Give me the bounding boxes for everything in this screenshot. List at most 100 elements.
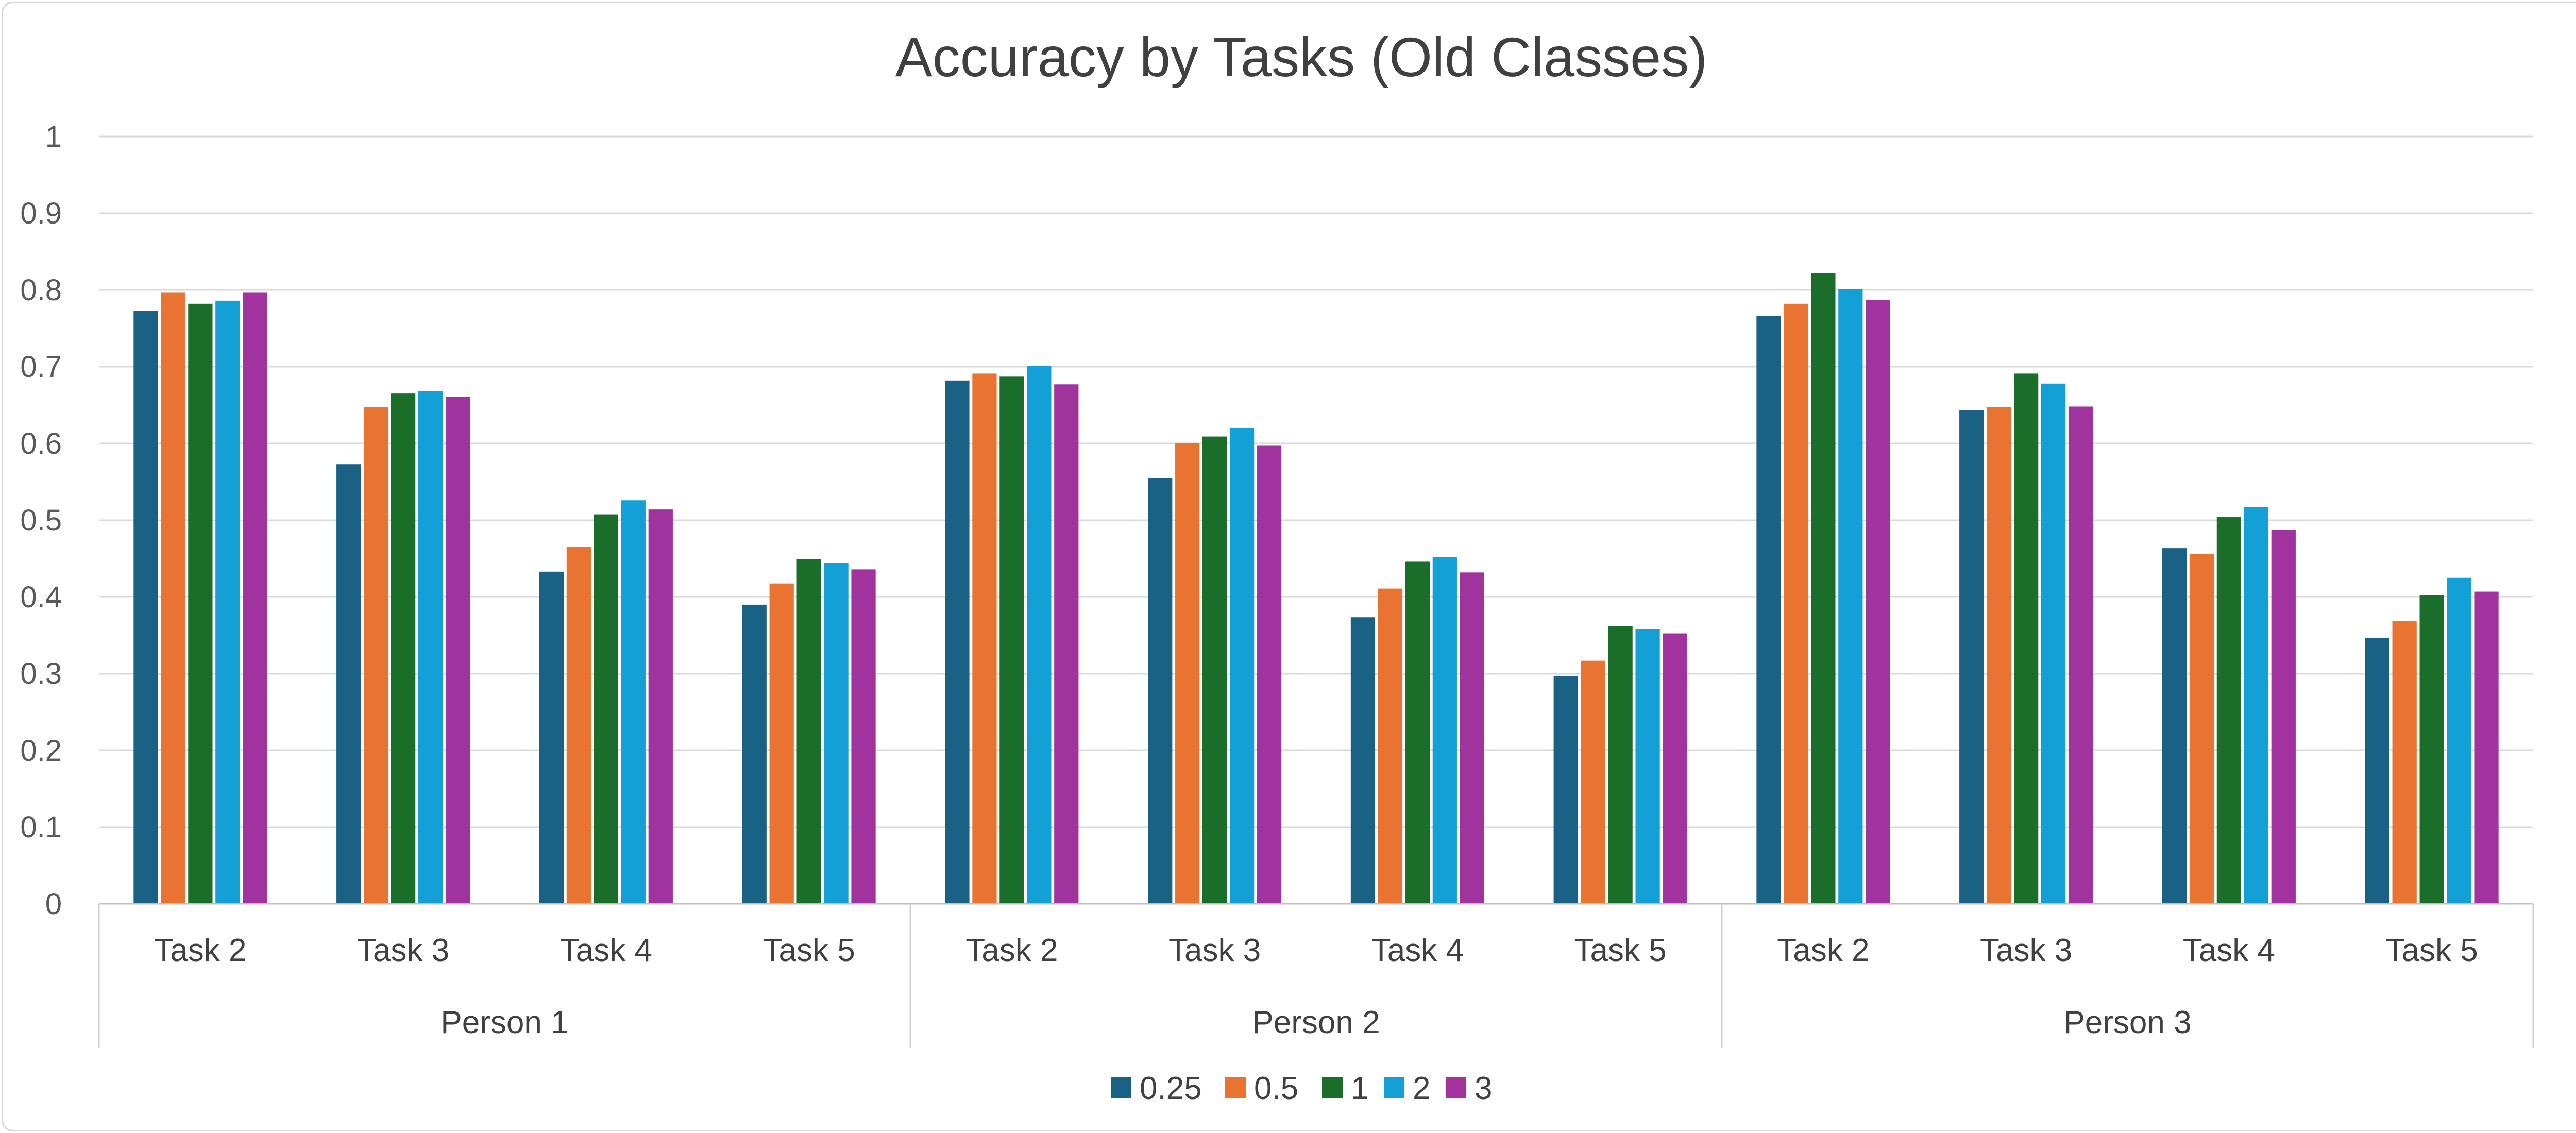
x-tick-label: Task 5 — [1574, 933, 1667, 968]
chart-title: Accuracy by Tasks (Old Classes) — [895, 26, 1707, 88]
legend-label: 3 — [1475, 1071, 1492, 1106]
legend-swatch — [1322, 1077, 1343, 1098]
bar — [1202, 436, 1227, 904]
bar — [824, 563, 849, 904]
legend-swatch — [1111, 1077, 1131, 1098]
x-tick-label: Task 3 — [1980, 933, 2072, 968]
bar — [1811, 273, 1836, 904]
bar — [2244, 507, 2268, 904]
bar — [2014, 373, 2039, 904]
bar — [769, 583, 794, 904]
bar — [1635, 629, 1660, 904]
bar — [1175, 443, 1200, 904]
bar — [1663, 633, 1687, 904]
bar — [215, 300, 240, 904]
bar — [364, 407, 388, 904]
bar — [1257, 445, 1282, 904]
bar — [945, 380, 970, 904]
bar — [336, 464, 361, 904]
y-tick-label: 0.7 — [20, 350, 62, 384]
bar — [2162, 548, 2187, 904]
x-tick-label: Task 2 — [154, 933, 246, 968]
bar — [133, 311, 158, 904]
y-tick-label: 0.9 — [20, 197, 62, 230]
bar — [2392, 621, 2417, 904]
x-tick-label: Task 2 — [965, 933, 1058, 968]
legend-label: 1 — [1351, 1071, 1368, 1106]
y-tick-label: 0 — [45, 887, 62, 921]
bar — [1378, 588, 1403, 904]
bar — [1987, 407, 2011, 904]
x-tick-label: Task 5 — [763, 933, 855, 968]
bar — [391, 393, 416, 904]
bar — [1432, 557, 1457, 904]
y-axis: 0 0.1 0.2 0.3 0.4 0.5 0.6 0.7 0.8 0.9 1 — [20, 120, 62, 921]
bar — [1959, 410, 1984, 904]
y-tick-label: 0.8 — [20, 273, 62, 307]
bar — [539, 571, 564, 904]
bar — [1460, 572, 1484, 904]
bar — [1784, 303, 1808, 904]
y-tick-label: 0.4 — [20, 580, 62, 614]
bar — [566, 547, 591, 904]
legend-label: 0.5 — [1254, 1071, 1298, 1106]
group-label: Person 1 — [440, 1005, 568, 1040]
x-tick-label: Task 3 — [1168, 933, 1261, 968]
bar — [594, 514, 618, 904]
bar — [2068, 406, 2093, 904]
bar — [243, 292, 267, 904]
legend-swatch — [1225, 1077, 1246, 1098]
bar — [2474, 591, 2499, 904]
bars — [133, 273, 2499, 904]
y-tick-label: 0.5 — [20, 504, 62, 537]
bar — [1027, 366, 1052, 904]
bar — [2419, 595, 2444, 904]
bar — [2189, 554, 2214, 904]
bar — [796, 559, 821, 904]
legend: 0.25 0.5 1 2 3 — [1111, 1071, 1492, 1106]
bar — [1054, 384, 1079, 904]
y-tick-label: 0.3 — [20, 657, 62, 691]
bar — [1553, 676, 1578, 904]
x-tick-label: Task 4 — [1371, 933, 1464, 968]
bar — [1229, 428, 1255, 904]
bar — [2041, 383, 2066, 904]
bar — [999, 376, 1024, 904]
bar — [1838, 289, 1863, 904]
y-tick-label: 0.6 — [20, 427, 62, 460]
bar — [418, 391, 443, 904]
gridlines — [99, 135, 2533, 828]
bar — [1148, 478, 1173, 904]
x-tick-label: Task 4 — [560, 933, 652, 968]
bar — [851, 569, 876, 904]
y-tick-label: 1 — [45, 120, 62, 153]
legend-label: 0.25 — [1140, 1071, 1202, 1106]
bar — [1405, 561, 1430, 904]
x-axis: Task 2 Task 3 Task 4 Task 5 Task 2 Task 3 Task… — [98, 903, 2534, 1048]
legend-swatch — [1446, 1077, 1466, 1098]
x-tick-label: Task 3 — [357, 933, 449, 968]
bar — [1866, 300, 1890, 904]
y-tick-label: 0.2 — [20, 734, 62, 767]
y-tick-label: 0.1 — [20, 811, 62, 844]
bar — [621, 500, 646, 904]
group-label: Person 2 — [1252, 1005, 1380, 1040]
bar — [1756, 316, 1781, 904]
bar — [1608, 626, 1633, 904]
bar — [2447, 577, 2471, 904]
bar — [2271, 530, 2296, 904]
bar — [2365, 637, 2389, 904]
bar — [188, 303, 213, 904]
bar — [1350, 617, 1376, 904]
x-tick-label: Task 4 — [2183, 933, 2275, 968]
bar — [1581, 660, 1605, 904]
group-label: Person 3 — [2063, 1005, 2191, 1040]
legend-swatch — [1384, 1077, 1404, 1098]
bar — [445, 397, 470, 904]
bar — [742, 604, 767, 904]
bar — [2216, 517, 2241, 904]
x-tick-label: Task 5 — [2386, 933, 2478, 968]
bar — [972, 373, 997, 904]
bar — [161, 292, 185, 904]
